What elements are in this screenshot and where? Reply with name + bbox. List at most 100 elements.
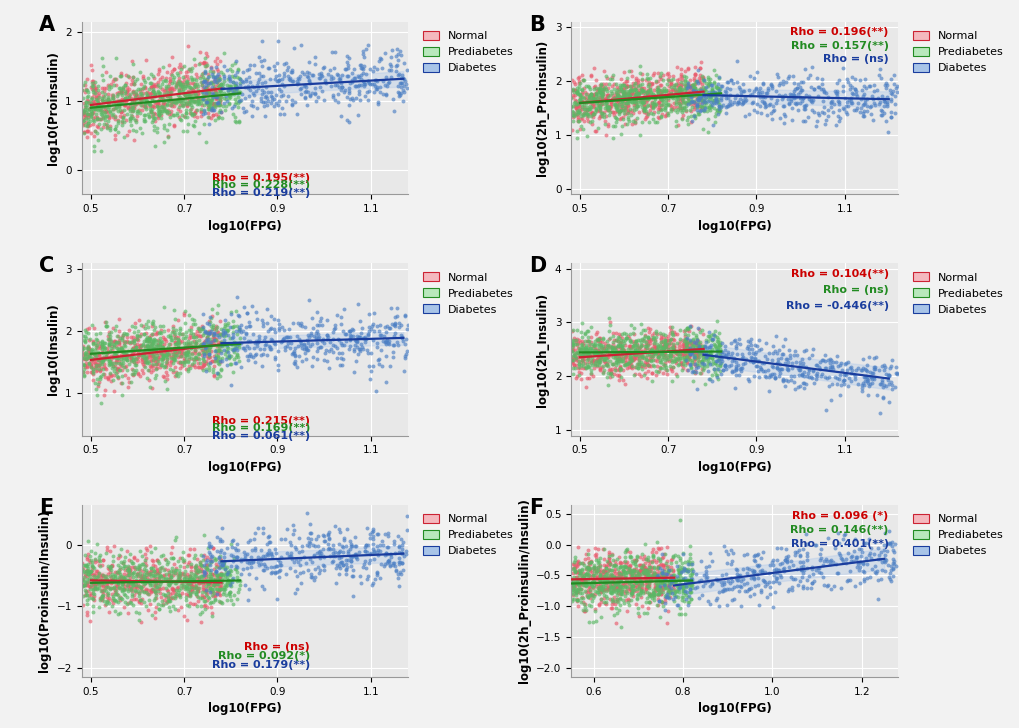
Point (368, 82, 384, 93)
Point (361, 76, 377, 88)
Point (209, 571, 225, 582)
Point (632, 552, 648, 563)
Point (383, 60, 399, 71)
Point (571, 115, 587, 127)
Point (620, 332, 636, 344)
Point (722, 337, 739, 349)
Point (97, 110, 113, 122)
Point (678, 86, 694, 98)
Point (297, 87, 313, 98)
Point (745, 550, 761, 562)
Point (680, 325, 696, 337)
Point (309, 306, 325, 318)
Point (777, 353, 794, 365)
Point (743, 344, 759, 355)
Point (574, 331, 590, 343)
Point (110, 95, 126, 106)
Point (706, 341, 722, 352)
Point (125, 579, 142, 590)
Point (643, 355, 659, 367)
Point (228, 82, 245, 93)
Point (625, 580, 641, 592)
Point (186, 576, 203, 587)
Point (168, 577, 184, 589)
Point (149, 569, 165, 580)
Point (662, 103, 679, 114)
Point (208, 565, 224, 577)
Point (614, 87, 631, 99)
Point (589, 360, 605, 371)
Point (619, 358, 635, 370)
Point (129, 347, 146, 359)
Point (177, 108, 194, 119)
Point (795, 382, 811, 394)
Point (865, 97, 881, 108)
Point (722, 350, 739, 362)
Point (634, 562, 650, 574)
Point (845, 545, 861, 557)
Point (568, 586, 584, 598)
Point (720, 98, 737, 110)
Point (621, 566, 637, 578)
Point (107, 350, 123, 362)
Point (211, 561, 227, 573)
Point (571, 579, 587, 590)
Point (616, 88, 633, 100)
Point (863, 563, 879, 574)
Point (628, 90, 644, 102)
Point (386, 106, 403, 117)
Point (209, 531, 225, 543)
Point (277, 569, 293, 580)
Point (167, 590, 183, 601)
Point (213, 87, 229, 98)
Point (628, 577, 644, 588)
Point (662, 354, 679, 365)
Point (592, 87, 608, 99)
Point (79, 350, 96, 362)
Point (601, 576, 618, 587)
Point (649, 571, 665, 583)
Point (638, 578, 654, 590)
Point (594, 345, 610, 357)
Point (860, 351, 876, 363)
Point (116, 352, 132, 364)
Point (887, 90, 903, 101)
Point (786, 574, 802, 585)
Point (719, 92, 736, 103)
Point (624, 108, 640, 119)
Point (661, 78, 678, 90)
Point (643, 350, 659, 362)
Point (662, 74, 679, 85)
Point (568, 578, 584, 590)
Point (184, 574, 201, 585)
Point (292, 338, 309, 349)
Point (608, 369, 625, 381)
Point (176, 76, 193, 88)
Point (646, 354, 662, 365)
Point (663, 103, 680, 114)
Point (216, 330, 232, 341)
Point (645, 328, 661, 339)
Point (641, 578, 657, 590)
Point (624, 574, 640, 586)
Point (681, 320, 697, 332)
Point (123, 376, 140, 387)
Point (200, 577, 216, 588)
Point (687, 351, 703, 363)
Point (573, 584, 589, 596)
Point (755, 97, 771, 108)
Point (664, 333, 681, 344)
Point (753, 86, 769, 98)
Point (872, 104, 889, 116)
Point (102, 95, 118, 107)
Point (371, 545, 387, 556)
Point (167, 577, 183, 589)
Point (819, 110, 836, 122)
Point (211, 100, 227, 111)
Point (855, 80, 871, 92)
Point (136, 110, 152, 122)
Point (783, 374, 799, 386)
Point (226, 84, 243, 95)
Point (626, 563, 642, 574)
Point (162, 99, 178, 111)
